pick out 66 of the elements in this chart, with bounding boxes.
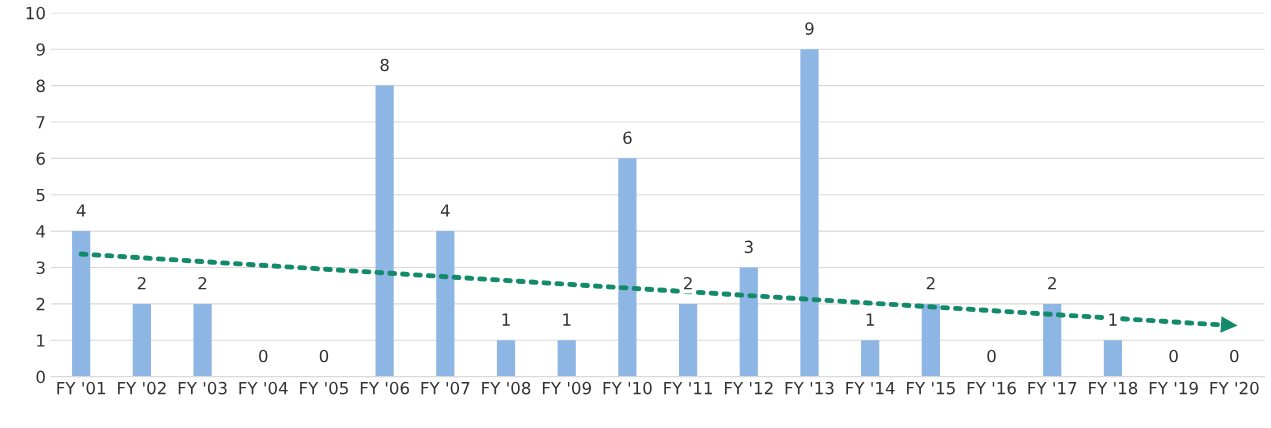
- data-label: 0: [987, 349, 996, 363]
- x-tick-label: FY '04: [239, 381, 288, 395]
- x-tick-label: FY '08: [482, 381, 531, 395]
- x-tick-label: FY '02: [118, 381, 166, 395]
- bar: [618, 158, 637, 377]
- data-label: 1: [502, 313, 510, 326]
- x-tick-label: FY '06: [360, 381, 410, 395]
- bar: [496, 340, 516, 377]
- bar: [861, 340, 880, 377]
- data-label: 2: [137, 276, 146, 290]
- y-tick-label: 4: [36, 225, 46, 238]
- x-tick-label: FY '07: [421, 381, 470, 395]
- x-tick-label: FY '17: [1028, 382, 1077, 395]
- x-tick-label: FY '05: [300, 381, 348, 395]
- data-label: 2: [926, 276, 935, 290]
- y-tick-label: 2: [36, 297, 45, 311]
- bar: [1043, 303, 1062, 377]
- data-label: 8: [380, 58, 389, 72]
- y-tick-label: 5: [36, 188, 45, 202]
- data-label: 1: [563, 313, 571, 326]
- bar: [193, 303, 212, 377]
- y-tick-label: 3: [36, 261, 45, 275]
- y-tick-label: 7: [36, 116, 45, 129]
- y-tick-label: 10: [26, 6, 45, 20]
- bar: [72, 231, 91, 377]
- data-label: 0: [259, 349, 268, 363]
- x-tick-label: FY '14: [846, 382, 895, 395]
- x-tick-label: FY '12: [724, 381, 773, 395]
- x-tick-label: FY '19: [1149, 381, 1198, 395]
- y-tick-label: 9: [36, 43, 45, 56]
- data-label: 6: [623, 131, 632, 145]
- x-tick-label: FY '13: [785, 381, 834, 395]
- y-tick-label: 1: [37, 334, 45, 347]
- bar: [436, 231, 455, 377]
- x-tick-label: FY '10: [603, 381, 652, 395]
- x-tick-label: FY '16: [967, 381, 1016, 395]
- bar: [375, 85, 394, 377]
- bar: [921, 303, 940, 377]
- x-tick-label: FY '11: [664, 382, 712, 395]
- data-label: 4: [440, 204, 450, 217]
- data-label: 1: [866, 313, 874, 326]
- data-label: 2: [684, 276, 692, 290]
- bar: [132, 303, 151, 377]
- bar: [1103, 340, 1123, 377]
- y-tick-label: 0: [36, 370, 45, 384]
- data-label: 0: [1169, 349, 1178, 363]
- x-tick-label: FY '20: [1210, 381, 1259, 395]
- data-label: 9: [805, 22, 814, 35]
- x-tick-label: FY '18: [1089, 381, 1138, 395]
- data-label: 0: [319, 349, 329, 363]
- bar: [678, 303, 698, 377]
- x-tick-label: FY '01: [57, 381, 106, 395]
- y-tick-label: 6: [36, 152, 45, 165]
- data-label: 1: [1109, 313, 1117, 326]
- x-tick-label: FY '03: [178, 381, 227, 395]
- y-tick-label: 8: [36, 79, 45, 93]
- x-tick-label: FY '09: [542, 381, 591, 395]
- data-label: 2: [1048, 276, 1056, 290]
- data-label: 2: [198, 276, 207, 290]
- data-label: 0: [1230, 349, 1239, 363]
- bar: [557, 340, 576, 377]
- x-tick-label: FY '15: [907, 382, 955, 395]
- data-label: 3: [744, 240, 753, 254]
- data-label: 4: [76, 204, 86, 217]
- bar: [739, 267, 758, 377]
- bar: [800, 49, 819, 377]
